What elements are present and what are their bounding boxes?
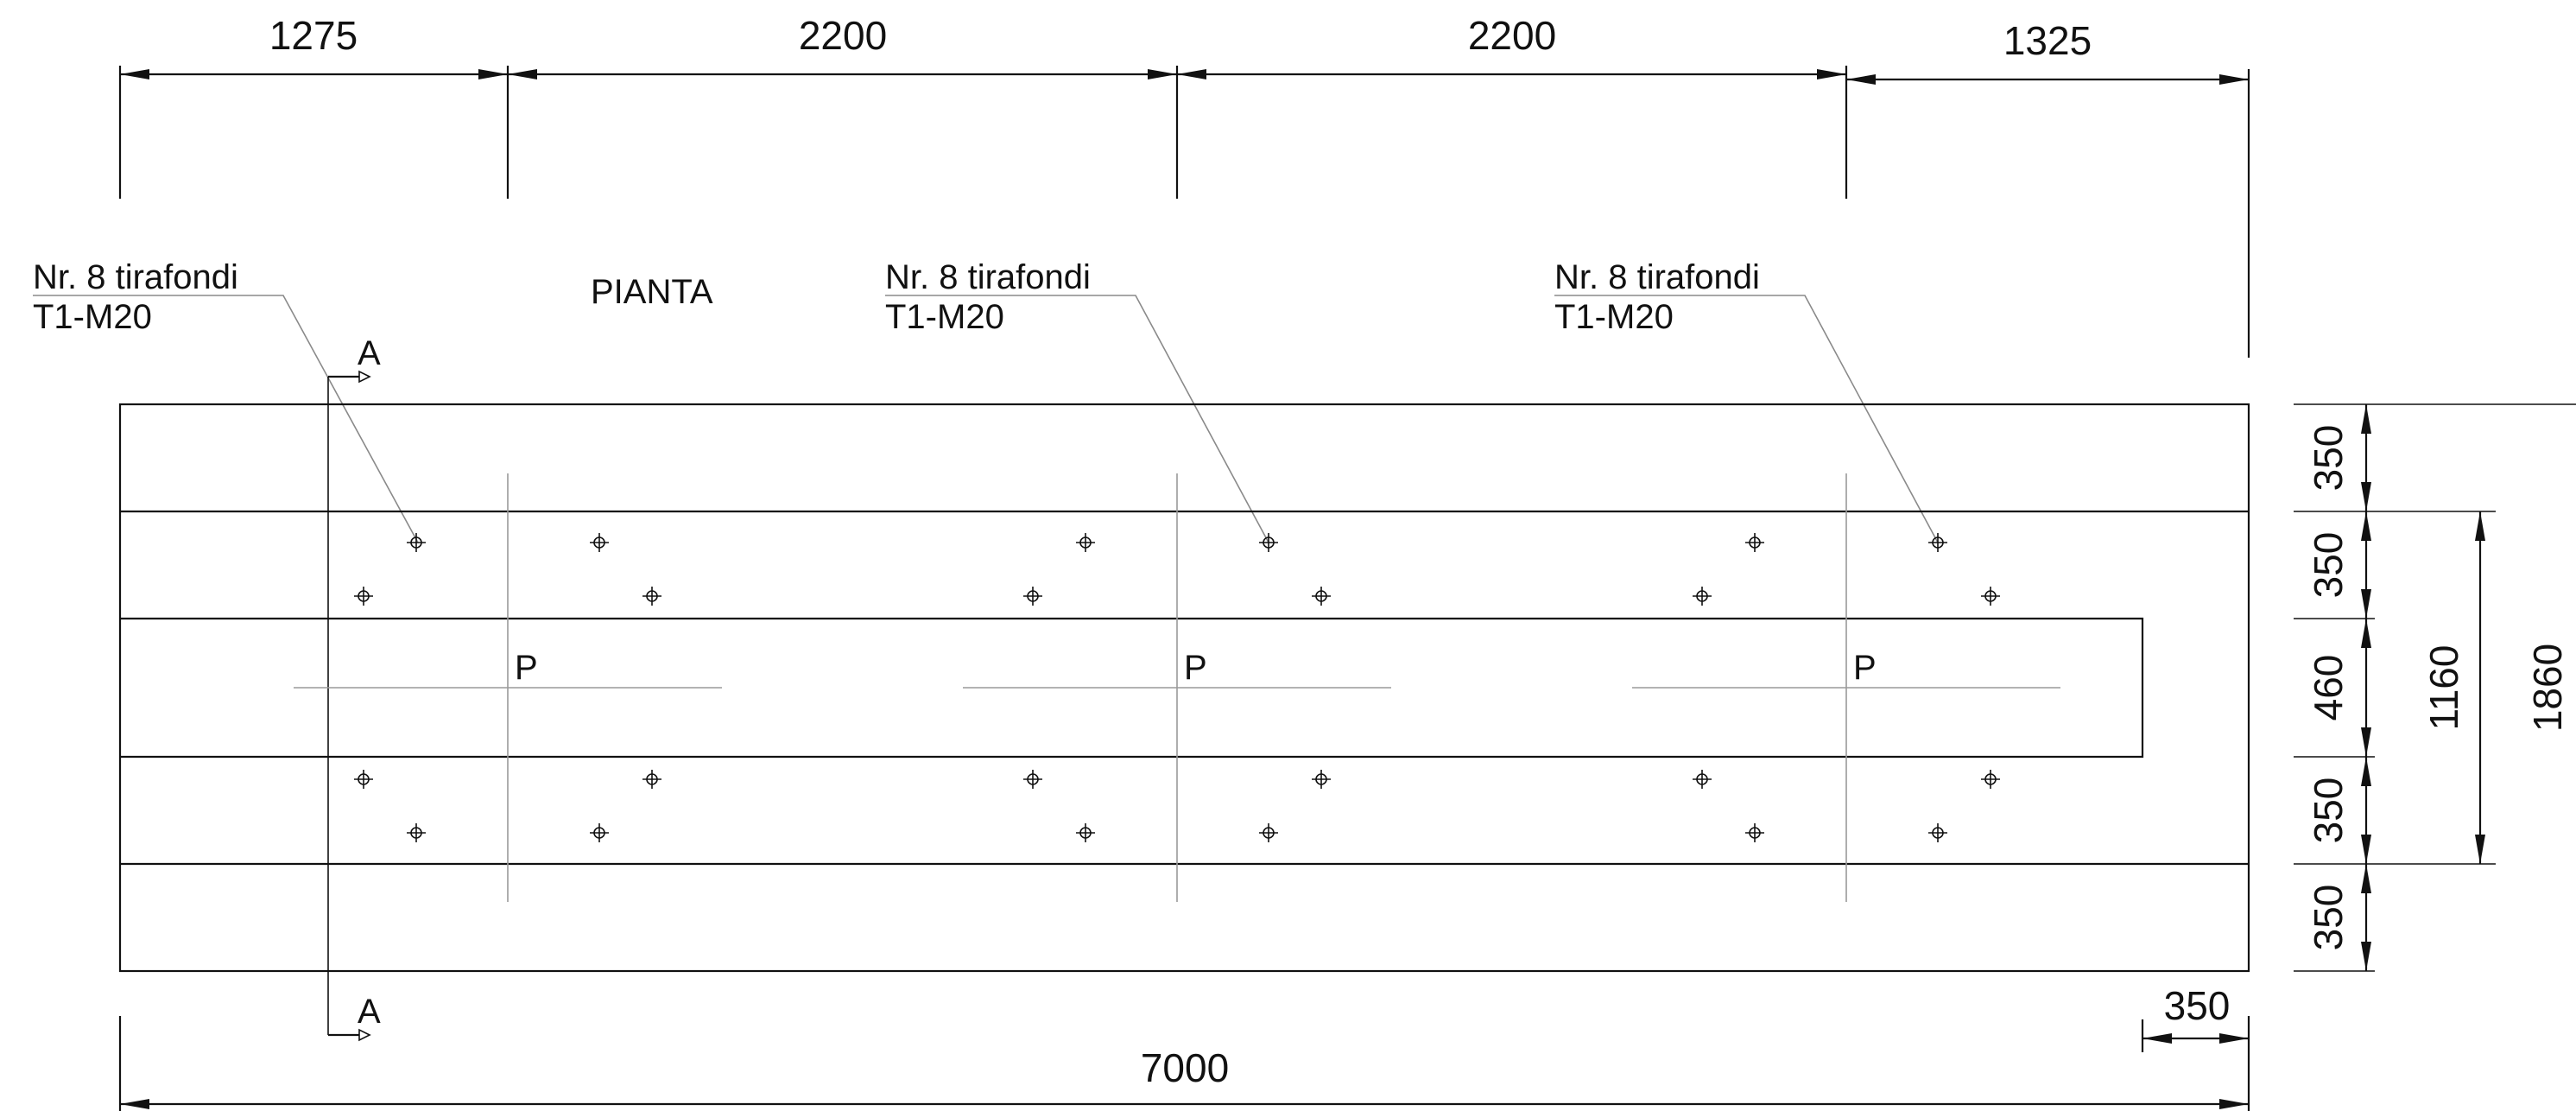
dimension-label-bottom-offset: 350: [2164, 983, 2231, 1028]
anchor-bolt-icon: [1981, 587, 2000, 606]
dimension-label-top-3: 2200: [1468, 13, 1556, 58]
anchor-bolt-icon: [642, 587, 661, 606]
anchor-bolt-icon: [1928, 823, 1947, 842]
dimension-arrow: [2361, 589, 2371, 619]
column-label-2: P: [1184, 649, 1207, 687]
anchor-bolt-icon: [1928, 533, 1947, 552]
dimension-arrow: [508, 69, 537, 79]
dimension-arrow: [2361, 757, 2371, 786]
anchor-bolt-icon: [590, 823, 609, 842]
dimension-label-top-4: 1325: [2003, 18, 2092, 63]
dimension-arrow: [2361, 404, 2371, 434]
dimension-label-right-2: 350: [2306, 532, 2351, 599]
dimension-arrow: [2361, 482, 2371, 511]
leader-line: [885, 295, 1269, 543]
dimension-arrow: [478, 69, 508, 79]
anchor-note-3-line2: T1-M20: [1554, 298, 1674, 336]
leader-line: [33, 295, 419, 543]
anchor-bolt-icon: [642, 770, 661, 789]
column-label-3: P: [1853, 649, 1877, 687]
central-beam-outline: [120, 617, 2144, 759]
anchor-bolt-icon: [590, 533, 609, 552]
dimension-label-top-2: 2200: [799, 13, 887, 58]
dimension-label-right-5: 350: [2306, 885, 2351, 951]
anchor-note-1-line2: T1-M20: [33, 298, 152, 336]
section-label-top: A: [358, 334, 381, 372]
dimension-arrow: [2219, 1099, 2249, 1109]
anchor-bolt-icon: [1023, 587, 1042, 606]
right-dimension-chain: 350 350 460 350 350 1160 1860: [2294, 403, 2576, 972]
anchor-bolt-icon: [1076, 533, 1095, 552]
anchor-bolts: [354, 533, 2000, 842]
anchor-note-2-line1: Nr. 8 tirafondi: [885, 258, 1091, 296]
dimension-arrow: [2361, 942, 2371, 971]
anchor-bolt-icon: [407, 823, 426, 842]
anchor-bolt-icon: [354, 587, 373, 606]
anchor-bolt-icon: [1981, 770, 2000, 789]
anchor-bolt-icon: [1312, 770, 1331, 789]
anchor-bolt-icon: [354, 770, 373, 789]
bottom-dimension-chain: 7000 350: [118, 983, 2250, 1111]
dimension-label-bottom-total: 7000: [1141, 1045, 1229, 1090]
dimension-arrow: [1177, 69, 1206, 79]
dimension-arrow: [2361, 619, 2371, 648]
dimension-label-right-inner: 1160: [2421, 645, 2466, 731]
section-arrow: [358, 370, 371, 384]
top-dimension-chain: 1275 2200 2200 1325: [118, 13, 2250, 358]
dimension-arrow: [2361, 727, 2371, 757]
dimension-label-right-4: 350: [2306, 778, 2351, 844]
anchor-bolt-icon: [1693, 770, 1712, 789]
dimension-arrow: [2361, 511, 2371, 541]
dimension-arrow: [2142, 1033, 2172, 1044]
anchor-bolt-icon: [1745, 533, 1764, 552]
dimension-arrow: [1148, 69, 1177, 79]
dimension-arrow: [1817, 69, 1846, 79]
dimension-label-right-outer: 1860: [2525, 644, 2570, 732]
dimension-arrow: [2219, 74, 2249, 85]
dimension-label-right-1: 350: [2306, 425, 2351, 492]
dimension-arrow: [2475, 511, 2485, 541]
dimension-label-top-1: 1275: [269, 13, 358, 58]
section-label-bottom: A: [358, 993, 381, 1031]
anchor-note-1-line1: Nr. 8 tirafondi: [33, 258, 238, 296]
dimension-arrow: [1846, 74, 1876, 85]
anchor-note-3-line1: Nr. 8 tirafondi: [1554, 258, 1760, 296]
anchor-note-2-line2: T1-M20: [885, 298, 1004, 336]
anchor-bolt-icon: [1259, 533, 1278, 552]
dimension-arrow: [120, 1099, 149, 1109]
dimension-arrow: [120, 69, 149, 79]
anchor-bolt-icon: [1312, 587, 1331, 606]
anchor-bolt-icon: [1259, 823, 1278, 842]
section-arrow: [358, 1028, 371, 1042]
anchor-bolt-icon: [407, 533, 426, 552]
annotations: PIANTA Nr. 8 tirafondi T1-M20 Nr. 8 tira…: [33, 258, 1939, 543]
dimension-arrow: [2219, 1033, 2249, 1044]
dimension-arrow: [2475, 835, 2485, 864]
column-axes: P P P: [294, 473, 2060, 902]
leader-line: [1554, 295, 1939, 543]
dimension-label-right-3: 460: [2306, 655, 2351, 721]
anchor-bolt-icon: [1693, 587, 1712, 606]
anchor-bolt-icon: [1023, 770, 1042, 789]
anchor-bolt-icon: [1745, 823, 1764, 842]
foundation-plan: [118, 403, 2250, 973]
anchor-bolt-icon: [1076, 823, 1095, 842]
section-cut-a: A A: [327, 334, 381, 1042]
dimension-arrow: [2361, 864, 2371, 893]
column-label-1: P: [515, 649, 538, 687]
plan-outline: [118, 403, 2250, 973]
plan-title: PIANTA: [591, 273, 713, 311]
dimension-arrow: [2361, 835, 2371, 864]
